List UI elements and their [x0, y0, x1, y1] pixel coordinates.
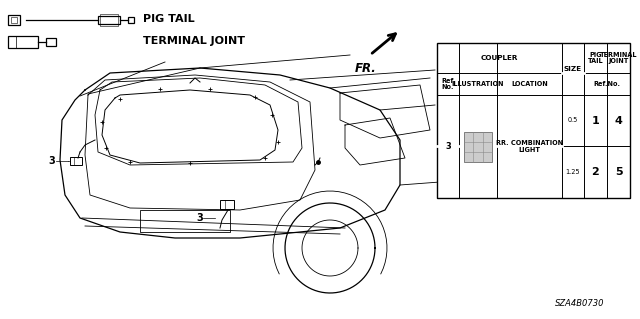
- Text: Ref
No.: Ref No.: [442, 78, 454, 90]
- Bar: [8, 15, 20, 25]
- Bar: [100, 14, 118, 26]
- Text: 4: 4: [614, 115, 623, 125]
- Text: LOCATION: LOCATION: [511, 81, 548, 87]
- Bar: [437, 43, 630, 198]
- Text: 0.5: 0.5: [568, 117, 578, 123]
- Bar: [46, 38, 56, 46]
- Text: COUPLER: COUPLER: [481, 55, 518, 61]
- Text: 1: 1: [591, 115, 600, 125]
- Text: 3: 3: [445, 142, 451, 151]
- Text: PIG TAIL: PIG TAIL: [143, 14, 195, 24]
- Text: Ref.No.: Ref.No.: [593, 81, 621, 87]
- Text: FR.: FR.: [355, 62, 377, 75]
- Text: 3: 3: [196, 213, 203, 223]
- Bar: [140, 210, 230, 232]
- Bar: [220, 200, 234, 209]
- Text: TERMINAL JOINT: TERMINAL JOINT: [143, 36, 245, 46]
- Bar: [98, 16, 120, 24]
- Bar: [8, 36, 38, 48]
- Bar: [464, 131, 492, 161]
- Text: SZA4B0730: SZA4B0730: [556, 299, 605, 308]
- Text: ILLUSTRATION: ILLUSTRATION: [452, 81, 504, 87]
- Text: TERMINAL
JOINT: TERMINAL JOINT: [600, 52, 637, 64]
- Bar: [70, 157, 82, 165]
- Text: 5: 5: [614, 167, 622, 177]
- Bar: [128, 17, 134, 23]
- Text: RR. COMBINATION
LIGHT: RR. COMBINATION LIGHT: [496, 140, 563, 153]
- Text: SIZE: SIZE: [564, 66, 582, 72]
- Text: 2: 2: [591, 167, 600, 177]
- Text: 3: 3: [48, 156, 55, 166]
- Text: PIG
TAIL: PIG TAIL: [588, 52, 604, 64]
- Bar: [11, 17, 17, 23]
- Text: 1.25: 1.25: [566, 169, 580, 175]
